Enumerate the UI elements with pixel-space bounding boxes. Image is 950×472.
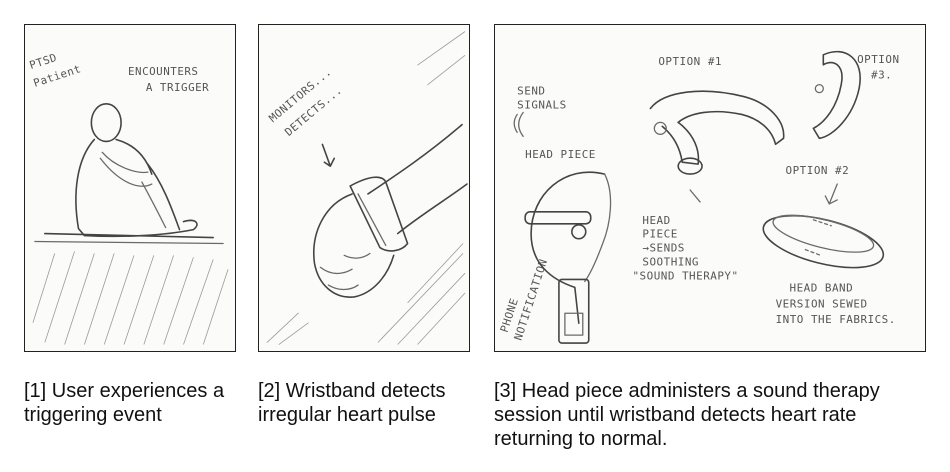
note-option-3-line2: #3.	[871, 69, 892, 82]
note-option-3-line1: OPTION	[857, 53, 899, 66]
storyboard-panel-2: MONITORS... DETECTS...	[258, 24, 470, 352]
caption-panel-1: [1] User experiences a triggering event	[24, 380, 225, 426]
note-send: SEND	[517, 85, 545, 98]
sketch-head-piece-options: OPTION #1 OPTION #3. OPTION #2 SEND SIGN…	[498, 50, 899, 344]
note-sends-4: SOOTHING	[642, 256, 699, 269]
phone-icon	[558, 278, 590, 344]
note-headband-2: VERSION SEWED	[776, 297, 868, 310]
storyboard-panel-3: OPTION #1 OPTION #3. OPTION #2 SEND SIGN…	[494, 24, 926, 352]
note-sends-3: →SENDS	[642, 242, 684, 255]
note-signals: SIGNALS	[517, 98, 567, 111]
note-sends-5: "SOUND THERAPY"	[632, 269, 738, 282]
note-head-piece: HEAD PIECE	[525, 148, 596, 161]
caption-panel-3: [3] Head piece administers a sound thera…	[494, 380, 880, 450]
storyboard-panel-1: PTSD Patient ENCOUNTERS A TRIGGER	[24, 24, 236, 352]
sketch-person-sitting: PTSD Patient ENCOUNTERS A TRIGGER	[28, 51, 229, 345]
note-ptsd: PTSD	[28, 51, 59, 72]
caption-panel-2: [2] Wristband detects irregular heart pu…	[258, 380, 446, 426]
note-headband-3: INTO THE FABRICS.	[776, 313, 896, 326]
sketch-wrist-with-band: MONITORS... DETECTS...	[266, 31, 468, 345]
note-sends-2: PIECE	[642, 228, 677, 241]
note-trigger: A TRIGGER	[146, 81, 209, 94]
note-encounters: ENCOUNTERS	[128, 65, 198, 78]
note-sends-1: HEAD	[642, 214, 670, 227]
note-option-2: OPTION #2	[786, 164, 850, 177]
note-option-1: OPTION #1	[658, 55, 722, 68]
note-headband-1: HEAD BAND	[790, 281, 854, 294]
